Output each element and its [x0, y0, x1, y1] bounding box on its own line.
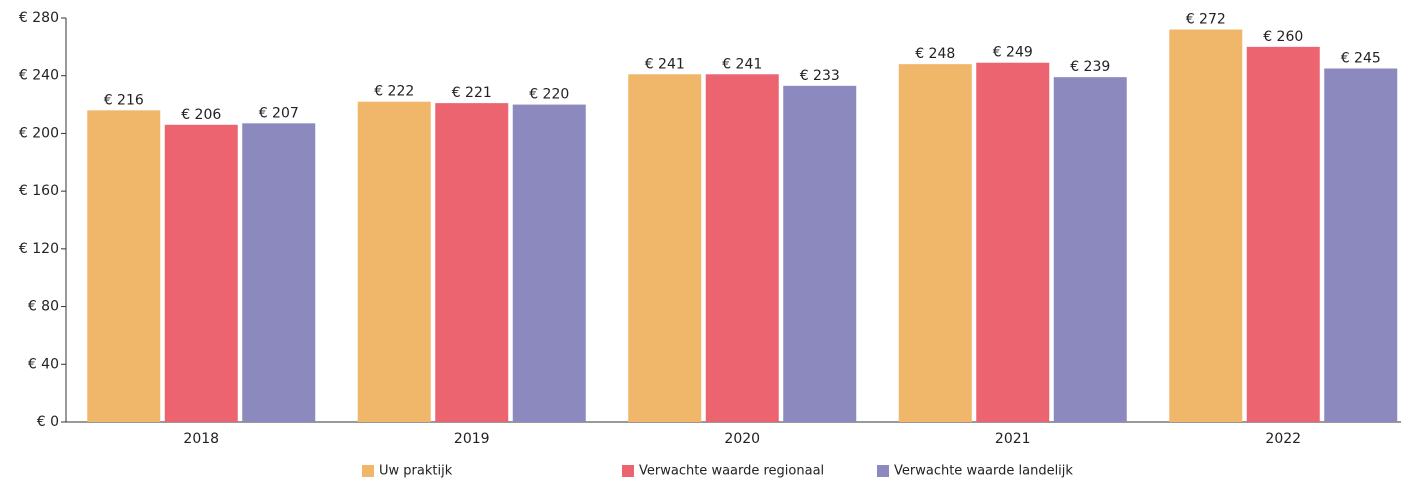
bar — [1053, 77, 1127, 423]
legend-swatch — [877, 465, 889, 477]
data-label: € 207 — [259, 105, 299, 121]
bar — [705, 74, 779, 423]
bar — [1246, 46, 1320, 422]
data-label: € 239 — [1070, 59, 1110, 75]
data-label: € 221 — [452, 85, 492, 101]
y-tick-label: € 240 — [19, 68, 59, 84]
legend-swatch — [362, 465, 374, 477]
legend-label: Uw praktijk — [379, 464, 453, 479]
x-tick-label: 2020 — [724, 431, 760, 447]
y-tick-label: € 280 — [19, 10, 59, 26]
data-label: € 220 — [529, 87, 569, 103]
bar — [1324, 68, 1398, 422]
y-tick-label: € 80 — [28, 299, 59, 315]
bar — [242, 123, 316, 422]
y-tick-label: € 40 — [28, 356, 59, 372]
data-label: € 248 — [915, 46, 955, 62]
x-tick-label: 2019 — [454, 431, 490, 447]
bar — [898, 64, 972, 423]
data-label: € 206 — [181, 107, 221, 123]
bar — [628, 74, 702, 423]
legend-label: Verwachte waarde regionaal — [639, 464, 824, 479]
y-tick-label: € 160 — [19, 183, 59, 199]
x-tick-label: 2022 — [1265, 431, 1301, 447]
bar — [435, 103, 509, 422]
y-tick-label: € 200 — [19, 125, 59, 141]
x-tick-label: 2018 — [183, 431, 219, 447]
data-label: € 233 — [800, 68, 840, 84]
data-label: € 222 — [374, 84, 414, 100]
bar — [1169, 29, 1243, 423]
data-label: € 241 — [722, 56, 762, 72]
bar — [783, 85, 857, 423]
y-tick-label: € 120 — [19, 241, 59, 257]
bar — [976, 62, 1050, 422]
data-label: € 260 — [1263, 29, 1303, 45]
data-label: € 245 — [1341, 51, 1381, 67]
y-tick-label: € 0 — [37, 414, 59, 430]
bar — [164, 124, 238, 423]
data-label: € 216 — [104, 92, 144, 108]
legend-label: Verwachte waarde landelijk — [894, 464, 1073, 479]
legend-swatch — [622, 465, 634, 477]
data-label: € 249 — [993, 45, 1033, 61]
bar — [87, 110, 161, 422]
data-label: € 241 — [645, 56, 685, 72]
data-label: € 272 — [1186, 12, 1226, 28]
bar — [512, 104, 586, 423]
bar — [357, 101, 431, 422]
x-tick-label: 2021 — [995, 431, 1031, 447]
